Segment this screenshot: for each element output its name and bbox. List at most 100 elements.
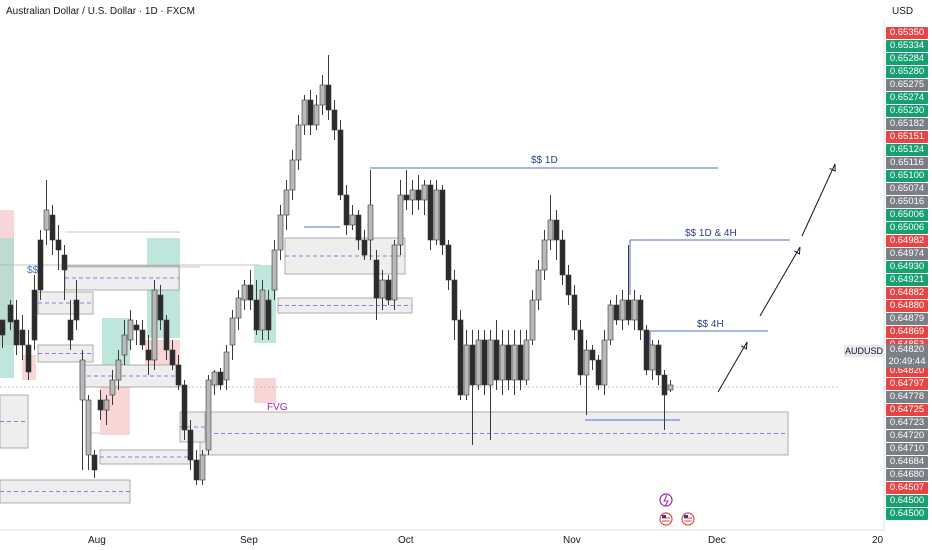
price-label: 0.65074 [886, 183, 928, 195]
candle [637, 295, 644, 340]
candle-body [121, 334, 128, 356]
candle-body [25, 344, 32, 373]
candle [187, 420, 194, 470]
candle-body [511, 344, 518, 381]
candle-body [19, 329, 26, 346]
candle-body [547, 219, 554, 241]
time-tick-label: Nov [563, 535, 581, 546]
candle-body [619, 299, 626, 321]
candle [307, 90, 314, 135]
candle [601, 330, 608, 395]
candle [361, 230, 368, 260]
candle [7, 300, 14, 330]
candle-body [37, 239, 44, 291]
candle-body [319, 84, 326, 106]
candle [283, 180, 290, 230]
candle [127, 310, 134, 350]
candle-body [61, 254, 68, 271]
candle [541, 230, 548, 280]
candle [607, 300, 614, 345]
candle [475, 330, 482, 390]
candle [409, 180, 416, 215]
projection-arrow [759, 246, 801, 317]
candle [277, 205, 284, 260]
candle-body [361, 239, 368, 256]
candle [43, 180, 50, 245]
candle [109, 370, 116, 405]
candle [547, 195, 554, 250]
candle-body [535, 269, 542, 301]
candle-body [13, 319, 20, 346]
candle [301, 95, 308, 135]
candle-body [85, 399, 92, 456]
candle [505, 330, 512, 390]
candle-body [427, 184, 434, 241]
candle-body [55, 239, 62, 251]
candle [559, 230, 566, 285]
candle-body [385, 279, 392, 301]
candle [199, 450, 206, 485]
candle-body [139, 329, 146, 346]
candle-body [445, 244, 452, 281]
candle [343, 185, 350, 235]
candle [589, 345, 596, 370]
candle [181, 380, 188, 440]
arrow-head [793, 246, 801, 255]
price-label: 0.64710 [886, 443, 928, 455]
candle-body [331, 109, 338, 131]
candle-body [277, 214, 284, 251]
price-label: 0.65275 [886, 79, 928, 91]
candle-body [109, 379, 116, 396]
time-tick-label: Oct [398, 535, 414, 546]
flag-canton [662, 515, 666, 518]
candle [325, 55, 332, 120]
candle [367, 170, 374, 260]
lightning-event-icon [659, 493, 673, 507]
candle [421, 180, 428, 215]
candle [571, 285, 578, 340]
projection-arrow [801, 163, 836, 237]
candle [649, 340, 656, 380]
candle [295, 115, 302, 170]
candle [97, 390, 104, 420]
candle-body [259, 289, 266, 331]
price-label: 0.64684 [886, 456, 928, 468]
candle-body [421, 184, 428, 201]
candle-body [145, 349, 152, 361]
candle-body [265, 299, 272, 331]
candle-body [397, 194, 404, 246]
candle [439, 185, 446, 255]
candle-body [655, 344, 662, 376]
candle [517, 330, 524, 390]
candle [553, 210, 560, 260]
current-price-tag: 0.64820 20:49:44 [886, 344, 928, 368]
price-label: 0.64797 [886, 378, 928, 390]
price-label: 0.65016 [886, 196, 928, 208]
symbol-tag: AUDUSD [844, 345, 884, 357]
candle-body [235, 297, 242, 319]
candle-body [217, 371, 224, 386]
candle-body [49, 214, 56, 241]
price-label: 0.64680 [886, 469, 928, 481]
candle-body [607, 304, 614, 341]
candle [433, 180, 440, 245]
candle [163, 315, 170, 360]
candle-body [247, 284, 254, 301]
teal-block [0, 238, 14, 378]
candle [355, 210, 362, 250]
candle [37, 230, 44, 300]
price-label: 0.65151 [886, 131, 928, 143]
candle-body [67, 319, 74, 341]
candle [337, 120, 344, 200]
candle [289, 150, 296, 200]
price-label: 0.65334 [886, 40, 928, 52]
candle-body [559, 239, 566, 276]
candle-body [175, 364, 182, 386]
candle-body [79, 359, 86, 401]
liquidity-label-1d-4h: $$ 1D & 4H [685, 228, 737, 239]
candle-body [199, 454, 206, 481]
candle-body [613, 304, 620, 321]
candle-body [403, 194, 410, 201]
candle-body [301, 99, 308, 126]
